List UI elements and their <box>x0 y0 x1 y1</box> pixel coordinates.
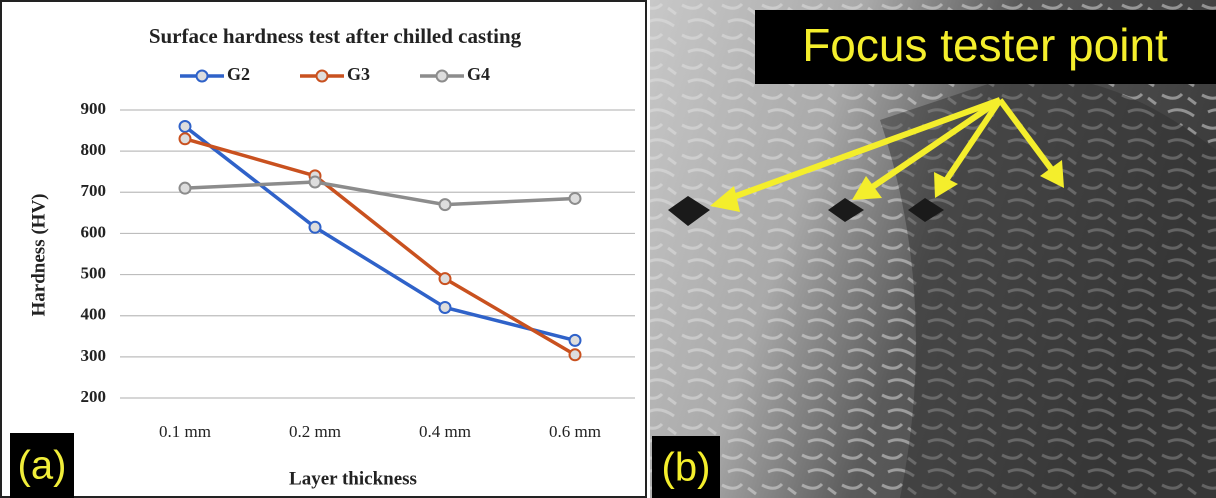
point <box>180 183 191 194</box>
annotation: Focus tester point <box>802 19 1168 71</box>
point <box>570 335 581 346</box>
panel-label: (b) <box>662 446 711 490</box>
x-tick-label: 0.4 mm <box>419 422 471 441</box>
legend-marker <box>317 71 328 82</box>
x-axis-label: Layer thickness <box>289 468 417 489</box>
legend-label: G2 <box>227 64 250 84</box>
point <box>440 302 451 313</box>
legend-marker <box>437 71 448 82</box>
y-tick-label: 200 <box>81 387 107 406</box>
legend-marker <box>197 71 208 82</box>
point <box>440 199 451 210</box>
legend-label: G3 <box>347 64 370 84</box>
dark-phase <box>880 76 1216 498</box>
point <box>310 177 321 188</box>
y-tick-label: 400 <box>81 305 107 324</box>
chart-title: Surface hardness test after chilled cast… <box>149 24 522 48</box>
point <box>440 273 451 284</box>
x-tick-label: 0.6 mm <box>549 422 601 441</box>
y-tick-label: 600 <box>81 222 107 241</box>
y-tick-label: 900 <box>81 99 107 118</box>
x-tick-label: 0.1 mm <box>159 422 211 441</box>
point <box>570 193 581 204</box>
y-tick-label: 700 <box>81 181 107 200</box>
point <box>310 222 321 233</box>
x-tick-label: 0.2 mm <box>289 422 341 441</box>
y-tick-label: 300 <box>81 346 107 365</box>
panel-label: (a) <box>18 444 67 488</box>
legend-label: G4 <box>467 64 490 84</box>
figure: Surface hardness test after chilled cast… <box>0 0 1216 498</box>
y-axis-label: Hardness (HV) <box>28 194 49 317</box>
point <box>180 133 191 144</box>
point <box>570 349 581 360</box>
point <box>180 121 191 132</box>
y-tick-label: 500 <box>81 263 107 282</box>
y-tick-label: 800 <box>81 140 107 159</box>
